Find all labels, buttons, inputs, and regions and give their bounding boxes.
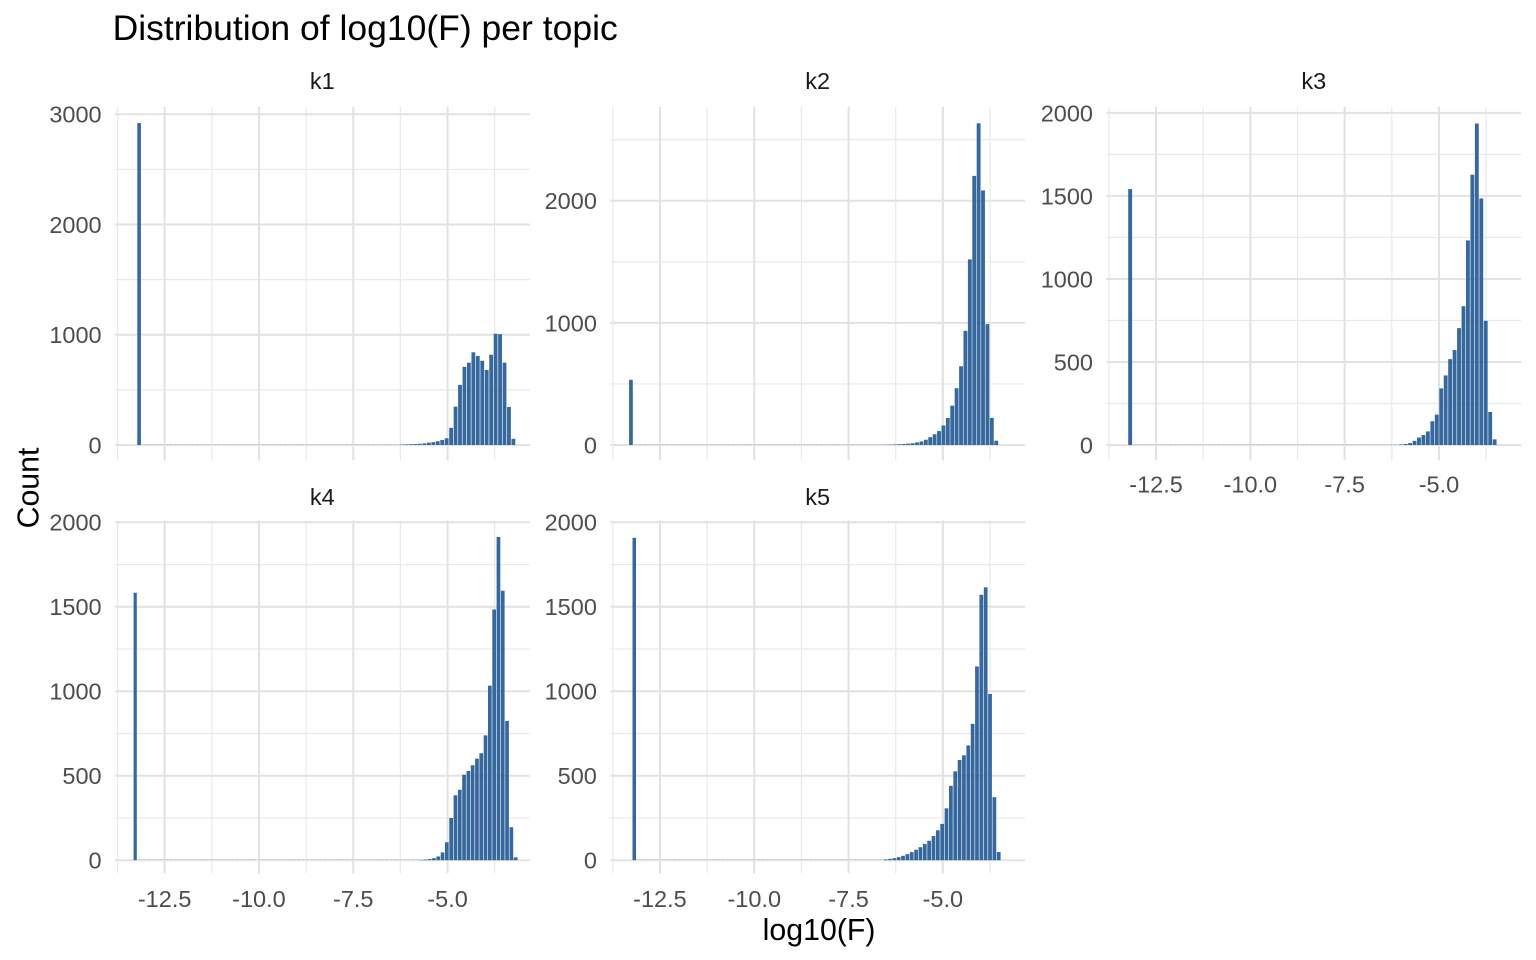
svg-text:k3: k3 (1301, 68, 1326, 94)
svg-text:500: 500 (1054, 349, 1093, 375)
svg-text:-7.5: -7.5 (333, 886, 374, 912)
svg-text:k1: k1 (310, 68, 335, 94)
svg-text:1500: 1500 (49, 594, 101, 620)
svg-text:k2: k2 (805, 68, 830, 94)
svg-text:1500: 1500 (545, 594, 597, 620)
svg-text:-7.5: -7.5 (828, 886, 869, 912)
svg-text:-5.0: -5.0 (923, 886, 964, 912)
svg-text:1000: 1000 (49, 679, 101, 705)
svg-text:Distribution of log10(F) per t: Distribution of log10(F) per topic (113, 8, 618, 48)
svg-text:-10.0: -10.0 (727, 886, 781, 912)
svg-text:0: 0 (584, 848, 597, 874)
svg-text:2000: 2000 (545, 188, 597, 214)
svg-text:0: 0 (89, 432, 102, 458)
svg-text:0: 0 (89, 848, 102, 874)
svg-text:2000: 2000 (545, 510, 597, 536)
svg-text:-12.5: -12.5 (633, 886, 687, 912)
svg-text:Count: Count (13, 447, 46, 528)
svg-text:0: 0 (584, 432, 597, 458)
svg-text:500: 500 (558, 763, 597, 789)
svg-text:2000: 2000 (49, 510, 101, 536)
svg-text:-5.0: -5.0 (1419, 472, 1460, 498)
svg-text:log10(F): log10(F) (763, 914, 876, 947)
svg-text:2000: 2000 (49, 212, 101, 238)
svg-text:1000: 1000 (545, 310, 597, 336)
svg-text:2000: 2000 (1041, 100, 1093, 126)
svg-text:-5.0: -5.0 (427, 886, 468, 912)
svg-text:500: 500 (62, 763, 101, 789)
svg-text:1000: 1000 (49, 322, 101, 348)
svg-text:-10.0: -10.0 (1224, 472, 1278, 498)
svg-text:-10.0: -10.0 (232, 886, 286, 912)
svg-text:-7.5: -7.5 (1324, 472, 1365, 498)
svg-text:-12.5: -12.5 (1129, 472, 1183, 498)
svg-text:3000: 3000 (49, 102, 101, 128)
svg-text:0: 0 (1080, 432, 1093, 458)
svg-text:1000: 1000 (545, 679, 597, 705)
svg-text:k5: k5 (805, 484, 830, 510)
svg-text:1500: 1500 (1041, 183, 1093, 209)
svg-text:1000: 1000 (1041, 266, 1093, 292)
svg-text:-12.5: -12.5 (138, 886, 192, 912)
svg-text:k4: k4 (310, 484, 335, 510)
